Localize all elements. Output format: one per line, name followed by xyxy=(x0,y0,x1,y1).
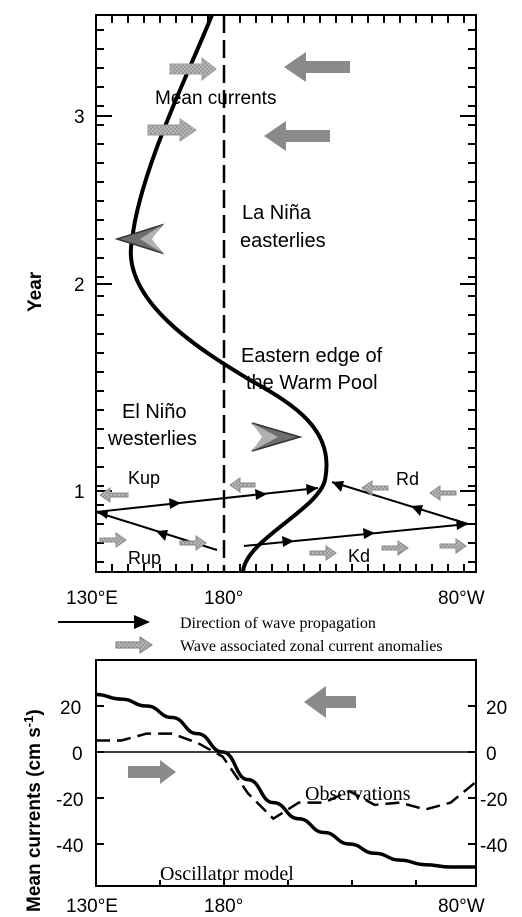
oscillator-model-label: Oscillator model xyxy=(160,863,294,885)
rossby-downwelling-line xyxy=(331,481,469,525)
anomaly-arrow-east-kd-1 xyxy=(309,545,337,561)
el-nino-arrow-highlight xyxy=(252,423,278,451)
kd-arrowhead-1 xyxy=(282,536,294,547)
mean-current-arrow-west-1 xyxy=(284,52,350,82)
kd-arrowhead-3 xyxy=(456,519,468,530)
la-nina-easterly-arrow xyxy=(114,223,165,255)
el-nino-label: El Niño xyxy=(122,401,186,423)
mean-currents-axis-label: Mean currents (cm s-1) xyxy=(21,709,45,912)
mean-current-arrow-east-2 xyxy=(147,118,197,142)
rup-arrowhead-2 xyxy=(156,530,168,541)
kup-arrowhead-1 xyxy=(169,498,181,509)
la-nina-easterlies-label: easterlies xyxy=(240,230,326,252)
kup-label: Kup xyxy=(128,468,160,488)
bottom-xtick-80w: 80°W xyxy=(438,896,485,917)
right-ticks xyxy=(460,29,476,563)
mean-current-arrows xyxy=(147,52,350,151)
observations-line xyxy=(96,732,477,821)
legend: Direction of wave propagation Wave assoc… xyxy=(58,615,443,655)
mean-currents-axis-label-close: ) xyxy=(24,709,45,715)
kelvin-upwelling-line xyxy=(95,487,319,513)
kd-arrowhead-2 xyxy=(363,528,375,539)
bottom-ytick-right-minus20: -20 xyxy=(480,790,507,811)
anomaly-arrow-west-rd-2 xyxy=(429,485,457,501)
xtick-180: 180° xyxy=(204,588,243,609)
bottom-panel-frame xyxy=(95,659,477,887)
rd-label: Rd xyxy=(396,469,419,489)
top-panel: Mean currents La Niña easterlies Eastern… xyxy=(25,14,485,609)
mean-currents-axis-label-main: Mean currents (cm s xyxy=(24,727,45,912)
mean-current-arrow-east-1 xyxy=(169,56,217,82)
xtick-80w: 80°W xyxy=(438,588,485,609)
left-ticks xyxy=(96,29,112,563)
legend-wave-arrowhead xyxy=(134,615,150,629)
warm-pool-edge-curve xyxy=(128,14,329,573)
ytick-3: 3 xyxy=(74,107,85,128)
bottom-panel-ticks xyxy=(96,705,476,886)
la-nina-label: La Niña xyxy=(242,202,312,224)
anomaly-arrow-east-rup-1 xyxy=(99,532,127,548)
anomaly-arrow-east-kd-3 xyxy=(439,538,467,554)
rup-label: Rup xyxy=(128,548,161,568)
ytick-1: 1 xyxy=(74,482,85,503)
bottom-xtick-180: 180° xyxy=(204,896,243,917)
mean-currents-axis-label-sup: -1 xyxy=(21,716,36,728)
xtick-130e: 130°E xyxy=(66,588,118,609)
la-nina-arrow-highlight xyxy=(140,225,162,253)
bottom-ticks xyxy=(111,564,465,572)
anomaly-arrow-east-kd-2 xyxy=(381,540,409,556)
wave-propagation-lines xyxy=(95,481,469,551)
bottom-ytick-right-minus40: -40 xyxy=(480,836,507,857)
observations-label: Observations xyxy=(305,783,411,805)
mean-current-arrow-west-2 xyxy=(264,121,330,151)
kup-arrowhead-3 xyxy=(306,484,318,495)
bottom-ytick-right-20: 20 xyxy=(486,698,507,719)
eastern-edge-label: Eastern edge of xyxy=(241,345,383,367)
bottom-ytick-20: 20 xyxy=(60,698,81,719)
bottom-ytick-right-0: 0 xyxy=(486,744,497,765)
oscillator-model-line xyxy=(95,692,476,869)
bottom-ytick-minus20: -20 xyxy=(56,790,83,811)
kd-label: Kd xyxy=(348,546,370,566)
kelvin-downwelling-line xyxy=(243,523,469,547)
ytick-2: 2 xyxy=(74,275,85,296)
legend-wave-propagation-text: Direction of wave propagation xyxy=(180,615,376,632)
bottom-eastward-current-arrow xyxy=(128,760,176,784)
anomaly-arrow-west-dateline xyxy=(229,477,256,493)
rd-arrowhead-2 xyxy=(411,505,423,516)
bottom-ytick-0: 0 xyxy=(72,744,83,765)
anomaly-arrow-east-rup-2 xyxy=(179,535,207,551)
rd-arrowhead-1 xyxy=(332,481,344,492)
bottom-ytick-minus40: -40 xyxy=(56,836,83,857)
top-ticks xyxy=(111,15,465,23)
kup-arrowhead-2 xyxy=(255,489,267,500)
warm-pool-label: the Warm Pool xyxy=(246,372,378,394)
year-axis-label: Year xyxy=(25,271,46,312)
mean-currents-label: Mean currents xyxy=(155,88,276,109)
top-panel-frame xyxy=(95,14,477,573)
el-nino-westerlies-label: westerlies xyxy=(107,428,197,450)
bottom-xtick-130e: 130°E xyxy=(66,896,118,917)
anomaly-arrows xyxy=(99,477,467,561)
legend-anomaly-arrow xyxy=(115,636,153,654)
bottom-westward-current-arrow xyxy=(304,686,356,718)
legend-current-anomalies-text: Wave associated zonal current anomalies xyxy=(180,638,443,655)
anomaly-arrow-west-rd-1 xyxy=(361,480,389,496)
wave-arrowheads xyxy=(97,481,468,547)
anomaly-arrow-west-kup xyxy=(99,487,129,503)
rup-arrowhead-1 xyxy=(97,510,108,519)
bottom-panel: Observations Oscillator model 20 0 -20 -… xyxy=(21,659,507,917)
